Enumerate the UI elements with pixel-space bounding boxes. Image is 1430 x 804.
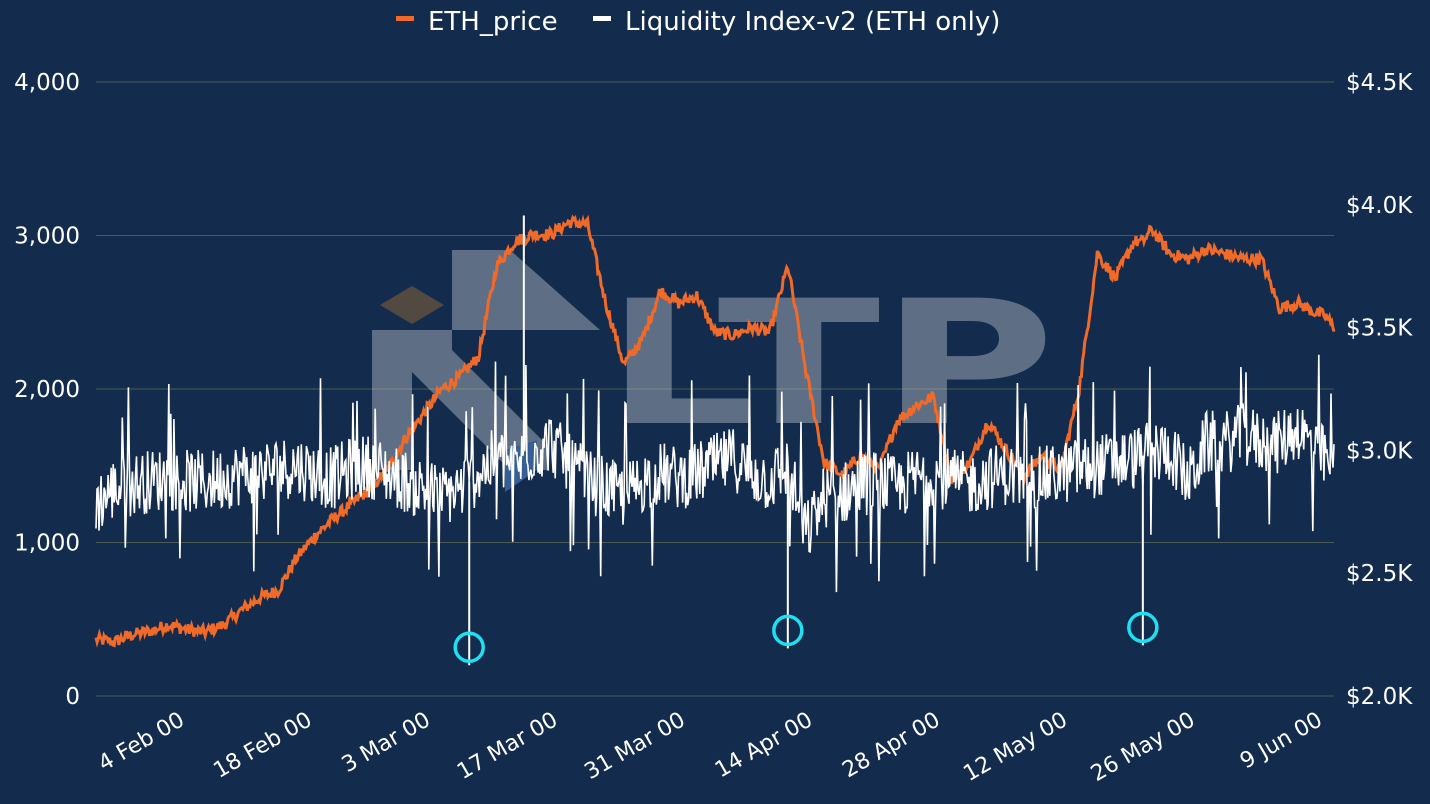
right-axis-tick-label: $4.5K [1346, 70, 1413, 96]
right-axis-tick-label: $2.0K [1346, 684, 1413, 710]
right-axis-tick-label: $2.5K [1346, 561, 1413, 587]
liquidity-index-line [95, 354, 1335, 593]
legend-swatch-liquidity [593, 16, 611, 21]
watermark-diamond-shape [380, 286, 444, 324]
right-axis-ticks: $2.0K $2.5K $3.0K $3.5K $4.0K $4.5K [1346, 70, 1413, 710]
left-axis-tick-label: 1,000 [14, 531, 80, 557]
right-axis-tick-label: $3.0K [1346, 438, 1413, 464]
spike-marker-circle [1127, 611, 1159, 644]
watermark-chevron-shape [372, 250, 600, 470]
gridlines [96, 81, 1334, 697]
watermark-text: LTP [605, 263, 1055, 464]
left-axis-tick-label: 2,000 [14, 377, 80, 403]
spike-marker-circle [772, 614, 804, 647]
spike-marker-circle [453, 631, 485, 664]
legend-label-eth: ETH_price [428, 7, 558, 37]
eth-price-line [94, 214, 1336, 648]
left-axis-ticks: 0 1,000 2,000 3,000 4,000 [14, 70, 80, 710]
right-axis-tick-label: $3.5K [1346, 316, 1413, 342]
left-axis-tick-label: 4,000 [14, 70, 80, 96]
spike-markers [453, 611, 1159, 664]
left-axis-tick-label: 0 [65, 684, 80, 710]
legend-label-liquidity: Liquidity Index-v2 (ETH only) [625, 7, 1000, 37]
right-axis-tick-label: $4.0K [1346, 193, 1413, 219]
legend-swatch-eth [396, 16, 414, 21]
left-axis-tick-label: 3,000 [14, 224, 80, 250]
legend: ETH_price Liquidity Index-v2 (ETH only) [396, 7, 1000, 37]
